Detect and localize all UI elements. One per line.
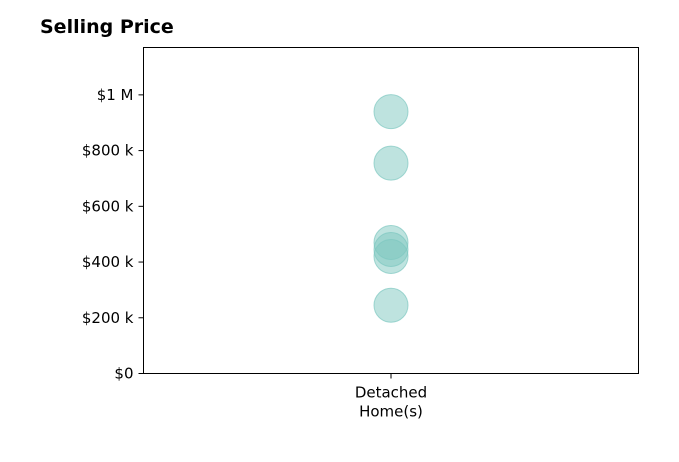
- chart-title: Selling Price: [40, 16, 174, 38]
- y-axis: $0 $200 k $400 k $600 k $800 k $1 M: [82, 86, 144, 383]
- y-tick-label: $800 k: [82, 142, 134, 160]
- y-tick-label: $400 k: [82, 253, 134, 271]
- data-point: [373, 94, 409, 130]
- data-point: [373, 287, 409, 323]
- data-point: [373, 145, 409, 181]
- data-points: [373, 94, 409, 323]
- x-axis: Detached Home(s): [355, 373, 427, 421]
- y-tick-label: $200 k: [82, 309, 134, 327]
- y-tick-label: $600 k: [82, 197, 134, 215]
- y-tick-label: $1 M: [97, 86, 134, 104]
- y-tick-label: $0: [114, 365, 133, 383]
- data-point: [373, 238, 409, 274]
- x-tick-label: Detached Home(s): [355, 384, 427, 421]
